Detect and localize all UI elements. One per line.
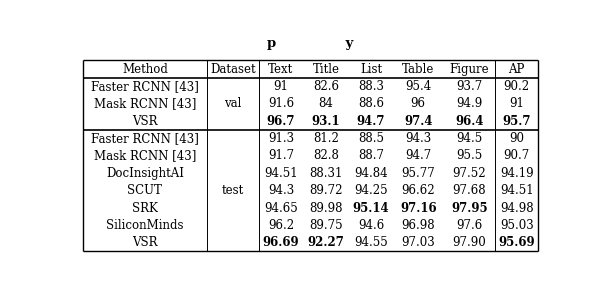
- Text: 97.03: 97.03: [401, 236, 435, 249]
- Text: 84: 84: [319, 97, 333, 110]
- Text: 94.84: 94.84: [354, 167, 388, 180]
- Text: 88.7: 88.7: [358, 149, 384, 162]
- Text: 94.65: 94.65: [264, 202, 298, 215]
- Text: 96.98: 96.98: [401, 219, 435, 232]
- Text: 90: 90: [509, 132, 524, 145]
- Text: 96.69: 96.69: [262, 236, 299, 249]
- Text: 94.98: 94.98: [500, 202, 533, 215]
- Text: 82.6: 82.6: [313, 80, 339, 93]
- Text: 89.75: 89.75: [309, 219, 343, 232]
- Text: 94.25: 94.25: [354, 184, 388, 197]
- Text: 89.98: 89.98: [309, 202, 343, 215]
- Text: Dataset: Dataset: [210, 63, 256, 76]
- Text: 90.2: 90.2: [504, 80, 530, 93]
- Text: 93.1: 93.1: [311, 115, 340, 128]
- Text: 97.16: 97.16: [400, 202, 436, 215]
- Text: val: val: [224, 97, 242, 110]
- Text: 95.5: 95.5: [456, 149, 482, 162]
- Text: 81.2: 81.2: [313, 132, 339, 145]
- Text: test: test: [222, 184, 244, 197]
- Text: 94.7: 94.7: [357, 115, 385, 128]
- Text: Text: Text: [268, 63, 293, 76]
- Text: DocInsightAI: DocInsightAI: [106, 167, 184, 180]
- Text: 89.72: 89.72: [309, 184, 343, 197]
- Text: 94.5: 94.5: [456, 132, 482, 145]
- Text: Table: Table: [402, 63, 435, 76]
- Text: 93.7: 93.7: [456, 80, 482, 93]
- Text: AP: AP: [508, 63, 525, 76]
- Text: 88.5: 88.5: [358, 132, 384, 145]
- Text: 90.7: 90.7: [504, 149, 530, 162]
- Text: Figure: Figure: [450, 63, 489, 76]
- Text: 91.6: 91.6: [268, 97, 294, 110]
- Text: Method: Method: [122, 63, 168, 76]
- Text: 95.69: 95.69: [498, 236, 535, 249]
- Text: 94.51: 94.51: [264, 167, 298, 180]
- Text: 94.9: 94.9: [456, 97, 482, 110]
- Text: 88.3: 88.3: [358, 80, 384, 93]
- Text: Mask RCNN [43]: Mask RCNN [43]: [94, 97, 196, 110]
- Text: 96: 96: [411, 97, 425, 110]
- Text: VSR: VSR: [132, 236, 158, 249]
- Text: Faster RCNN [43]: Faster RCNN [43]: [91, 80, 199, 93]
- Text: 91: 91: [273, 80, 288, 93]
- Text: 94.19: 94.19: [500, 167, 533, 180]
- Text: 96.62: 96.62: [401, 184, 435, 197]
- Text: 88.6: 88.6: [358, 97, 384, 110]
- Text: 92.27: 92.27: [307, 236, 344, 249]
- Text: Faster RCNN [43]: Faster RCNN [43]: [91, 132, 199, 145]
- Text: 95.03: 95.03: [500, 219, 534, 232]
- Text: SiliconMinds: SiliconMinds: [106, 219, 184, 232]
- Text: List: List: [360, 63, 382, 76]
- Text: 96.4: 96.4: [455, 115, 484, 128]
- Text: 91: 91: [509, 97, 524, 110]
- Text: 97.68: 97.68: [453, 184, 486, 197]
- Text: 97.6: 97.6: [456, 219, 482, 232]
- Text: 97.90: 97.90: [453, 236, 487, 249]
- Text: 95.14: 95.14: [353, 202, 389, 215]
- Text: 96.2: 96.2: [268, 219, 294, 232]
- Text: VSR: VSR: [132, 115, 158, 128]
- Text: 96.7: 96.7: [267, 115, 295, 128]
- Text: 97.52: 97.52: [453, 167, 486, 180]
- Text: SRK: SRK: [132, 202, 158, 215]
- Text: 94.51: 94.51: [500, 184, 533, 197]
- Text: 95.7: 95.7: [502, 115, 531, 128]
- Text: SCUT: SCUT: [127, 184, 162, 197]
- Text: 94.7: 94.7: [405, 149, 431, 162]
- Text: 94.55: 94.55: [354, 236, 388, 249]
- Text: 97.4: 97.4: [404, 115, 433, 128]
- Text: 88.31: 88.31: [309, 167, 342, 180]
- Text: Mask RCNN [43]: Mask RCNN [43]: [94, 149, 196, 162]
- Text: 97.95: 97.95: [451, 202, 488, 215]
- Text: 95.77: 95.77: [401, 167, 435, 180]
- Text: Title: Title: [313, 63, 339, 76]
- Text: 91.7: 91.7: [268, 149, 294, 162]
- Text: 91.3: 91.3: [268, 132, 294, 145]
- Text: 95.4: 95.4: [405, 80, 431, 93]
- Text: 94.3: 94.3: [268, 184, 294, 197]
- Text: 82.8: 82.8: [313, 149, 339, 162]
- Text: 94.6: 94.6: [358, 219, 384, 232]
- Text: 94.3: 94.3: [405, 132, 431, 145]
- Text: p               y: p y: [267, 37, 354, 50]
